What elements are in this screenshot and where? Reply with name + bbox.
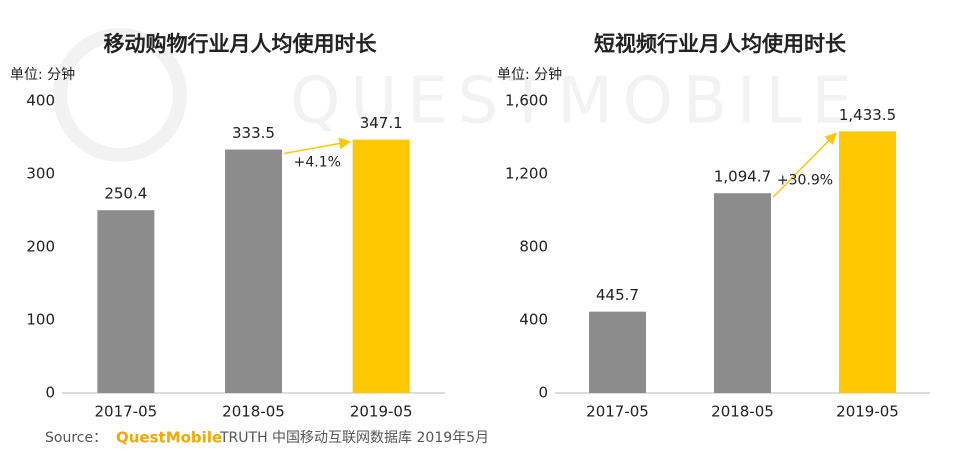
x-tick-label: 2017-05: [94, 403, 157, 421]
y-tick-label: 800: [519, 238, 548, 256]
y-tick-label: 1,600: [505, 92, 548, 110]
unit-label: 单位: 分钟: [497, 66, 562, 83]
y-tick-label: 100: [26, 311, 55, 329]
bar: [225, 149, 282, 393]
chart-title: 短视频行业月人均使用时长: [594, 32, 847, 56]
unit-label: 单位: 分钟: [10, 66, 75, 83]
bar: [839, 131, 896, 394]
y-tick-label: 200: [26, 238, 55, 256]
source-label: Source：: [45, 430, 107, 446]
x-tick-label: 2017-05: [586, 403, 649, 421]
bar: [714, 193, 771, 393]
bar: [97, 210, 155, 393]
bar: [352, 139, 410, 393]
x-tick-label: 2018-05: [222, 403, 285, 421]
value-label: 347.1: [360, 114, 403, 132]
watermark: QUESTMOBILE: [290, 65, 862, 139]
value-label: 445.7: [596, 286, 639, 304]
growth-annotation: +30.9%: [777, 172, 833, 188]
value-label: 1,433.5: [839, 106, 896, 124]
value-label: 1,094.7: [714, 168, 771, 186]
y-tick-label: 0: [538, 384, 548, 402]
y-tick-label: 400: [519, 311, 548, 329]
growth-annotation: +4.1%: [294, 155, 341, 171]
y-tick-label: 400: [26, 92, 55, 110]
chart-title: 移动购物行业月人均使用时长: [104, 32, 378, 56]
value-label: 250.4: [104, 185, 147, 203]
value-label: 333.5: [232, 124, 275, 142]
y-tick-label: 300: [26, 165, 55, 183]
x-tick-label: 2018-05: [711, 403, 774, 421]
y-tick-label: 1,200: [505, 165, 548, 183]
bar: [589, 311, 646, 393]
x-tick-label: 2019-05: [350, 403, 413, 421]
y-tick-label: 0: [45, 384, 55, 402]
growth-arrow: [772, 132, 838, 198]
source-brand: QuestMobile: [116, 429, 222, 447]
source-text: TRUTH 中国移动互联网数据库 2019年5月: [219, 430, 489, 446]
watermark-logo: [53, 28, 187, 162]
x-tick-label: 2019-05: [836, 403, 899, 421]
growth-arrow: [283, 137, 352, 155]
